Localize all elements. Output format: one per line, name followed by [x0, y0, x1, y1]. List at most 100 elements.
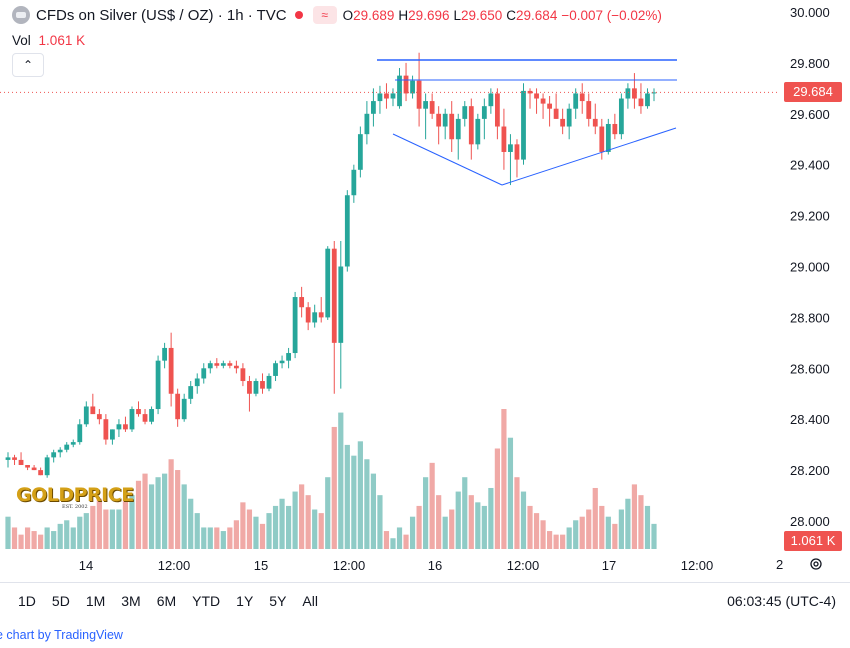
candle-body — [155, 360, 161, 410]
volume-bar — [599, 505, 605, 549]
candle-body — [96, 414, 102, 420]
chevron-up-icon: ⌃ — [22, 58, 34, 72]
range-tab-ytd[interactable]: YTD — [192, 593, 221, 609]
volume-bar — [586, 509, 592, 549]
candle-body — [501, 126, 507, 152]
volume-bar — [64, 520, 70, 549]
range-tab-5y[interactable]: 5Y — [269, 593, 287, 609]
y-tick-label: 29.200 — [790, 209, 830, 224]
candle-body — [618, 98, 624, 135]
market-status-dot-icon[interactable] — [294, 11, 303, 19]
volume-bar — [285, 505, 292, 549]
candle-body — [344, 195, 350, 267]
x-tick-label: 12:00 — [333, 558, 366, 573]
approx-price-icon[interactable]: ≈ — [312, 6, 337, 24]
volume-bar — [57, 523, 63, 549]
axis-scale-button[interactable]: 2 — [776, 557, 784, 572]
y-tick-label: 28.200 — [790, 463, 830, 478]
candle-body — [508, 144, 513, 152]
volume-bar — [70, 527, 76, 549]
tradingview-credit[interactable]: e chart by TradingView — [0, 628, 123, 642]
collapse-legend-button[interactable]: ⌃ — [12, 53, 44, 77]
volume-bar — [344, 444, 350, 549]
volume-bar — [592, 487, 598, 549]
candle-body — [18, 459, 24, 466]
candle-body — [527, 90, 533, 94]
range-tab-3m[interactable]: 3M — [121, 593, 141, 609]
volume-bar — [201, 527, 207, 549]
ohlc-value: 29.689 — [353, 7, 395, 23]
candle-body — [592, 118, 598, 127]
silver-symbol-icon[interactable] — [12, 6, 30, 24]
volume-bar — [312, 509, 318, 549]
symbol-title[interactable]: CFDs on Silver (US$ / OZ) · 1h · TVC — [36, 6, 287, 24]
range-tab-5d[interactable]: 5D — [51, 593, 70, 609]
volume-bar — [272, 505, 279, 549]
volume-bar — [573, 520, 579, 549]
range-tab-all[interactable]: All — [302, 593, 318, 609]
volume-bar — [409, 516, 416, 549]
candle-body — [247, 381, 252, 394]
volume-bar — [553, 534, 559, 549]
volume-bar — [566, 527, 572, 549]
candle-body — [57, 449, 63, 453]
bottom-toolbar: 1D 5D 1M 3M 6M YTD 1Y 5Y All 06:03:45 (UTC-4) — [0, 582, 850, 619]
candle-body — [384, 93, 389, 99]
candle-body — [220, 363, 226, 366]
volume-bar — [462, 477, 468, 549]
goldprice-logo: GOLDPRICE EST. 2002 — [16, 484, 134, 510]
volume-bar — [651, 523, 657, 549]
volume-bar — [83, 513, 89, 549]
volume-bar — [135, 480, 142, 549]
candle-body — [279, 360, 285, 364]
volume-bar — [475, 502, 481, 549]
range-tab-6m[interactable]: 6M — [156, 593, 177, 609]
volume-bar — [207, 527, 213, 549]
gear-icon[interactable] — [808, 556, 824, 572]
candle-body — [90, 406, 96, 415]
volume-bar — [5, 516, 11, 549]
range-tab-1d[interactable]: 1D — [18, 593, 36, 609]
volume-bar — [449, 509, 455, 549]
candle-body — [442, 113, 448, 127]
right-trendline — [501, 127, 677, 186]
chart-header: CFDs on Silver (US$ / OZ) · 1h · TVC ≈ O… — [12, 6, 662, 24]
volume-bar — [129, 495, 135, 549]
volume-bar — [155, 477, 161, 549]
candle-body — [168, 347, 174, 394]
date-range-tabs: 1D 5D 1M 3M 6M YTD 1Y 5Y All — [18, 593, 334, 609]
volume-bar — [77, 516, 83, 549]
volume-bar — [331, 426, 337, 549]
volume-bar — [181, 484, 187, 549]
volume-bar — [299, 484, 305, 549]
candle-body — [325, 248, 331, 318]
volume-bar — [246, 509, 253, 549]
candle-body — [194, 378, 200, 387]
candle-body — [201, 368, 207, 379]
candle-body — [560, 118, 566, 127]
candle-body — [240, 368, 246, 382]
ohlc-key: H — [398, 7, 409, 23]
range-tab-1y[interactable]: 1Y — [236, 593, 254, 609]
volume-bar — [533, 513, 540, 549]
x-tick-label: 15 — [254, 558, 268, 573]
volume-bar — [416, 505, 422, 549]
volume-bar — [501, 409, 507, 549]
candle-body — [436, 113, 442, 127]
candle-body — [299, 297, 305, 308]
y-tick-label: 28.000 — [790, 514, 830, 529]
range-tab-1m[interactable]: 1M — [85, 593, 106, 609]
volume-bar — [351, 455, 357, 549]
volume-bar — [318, 513, 324, 549]
candle-body — [25, 465, 30, 468]
volume-bar — [253, 516, 259, 549]
volume-bar — [507, 437, 514, 549]
candle-body — [175, 393, 181, 420]
volume-bar — [494, 448, 500, 549]
candle-body — [188, 386, 194, 399]
price-chart[interactable]: 30.000 29.800 29.600 29.400 29.200 29.000 28.8… — [0, 0, 850, 582]
ohlc-value: 29.684 — [516, 7, 558, 23]
clock[interactable]: 06:03:45 (UTC-4) — [727, 593, 836, 609]
candle-body — [494, 93, 500, 127]
candle-body — [410, 80, 415, 94]
